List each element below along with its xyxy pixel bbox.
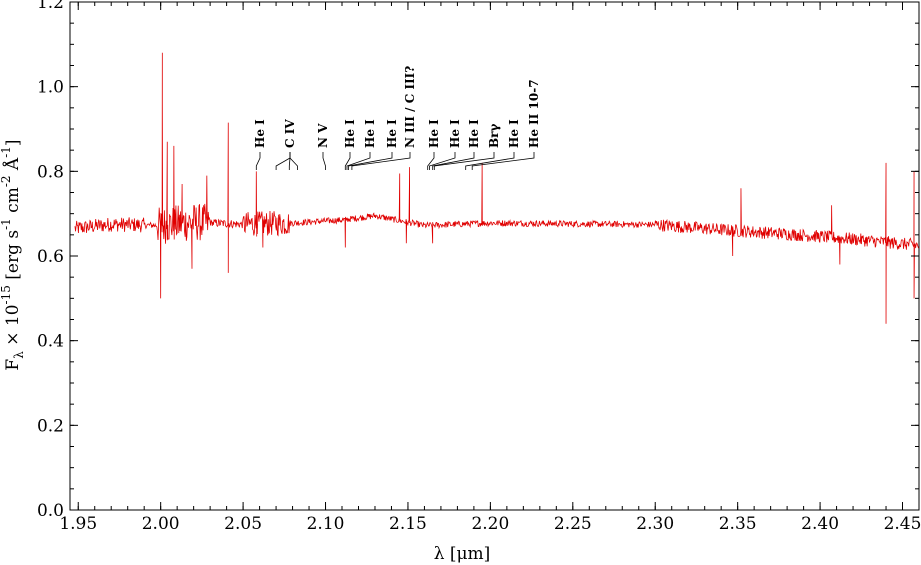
y-title-exp-a: -1 bbox=[0, 218, 13, 230]
x-tick-label: 2.10 bbox=[307, 514, 345, 534]
line-id-connector bbox=[351, 152, 411, 170]
line-id-connector bbox=[255, 152, 261, 170]
line-id-10: Brγ bbox=[433, 124, 501, 170]
y-tick-label: 0.8 bbox=[37, 162, 64, 182]
line-id-4: He I bbox=[346, 119, 377, 170]
y-title-exp-c: -1 bbox=[0, 146, 13, 158]
y-tick-label: 0.0 bbox=[37, 501, 64, 521]
line-id-2: N V bbox=[316, 123, 330, 170]
x-tick-label: 2.00 bbox=[142, 514, 180, 534]
line-id-connector bbox=[344, 152, 351, 170]
line-id-label: Brγ bbox=[487, 124, 501, 148]
line-id-label: He I bbox=[507, 119, 521, 148]
x-tick-label: 2.20 bbox=[471, 514, 509, 534]
line-id-connector bbox=[289, 152, 298, 170]
line-id-7: He I bbox=[427, 119, 441, 170]
line-id-12: He II 10-7 bbox=[471, 79, 541, 170]
x-axis-title: λ [μm] bbox=[434, 544, 491, 564]
line-id-5: He I bbox=[348, 119, 399, 170]
line-id-label: He I bbox=[448, 119, 462, 148]
y-title-units-a: [erg s bbox=[3, 230, 23, 285]
line-id-connector bbox=[348, 152, 393, 170]
line-id-connector bbox=[346, 152, 371, 170]
line-id-label: He I bbox=[467, 119, 481, 148]
y-title-units-b: cm bbox=[3, 187, 23, 218]
x-axis-ticks: 1.95 2.00 2.05 2.10 2.15 2.20 2.25 2.30 2.35 2.40… bbox=[59, 2, 921, 534]
line-id-label: He II 10-7 bbox=[527, 79, 541, 148]
x-tick-label: 2.40 bbox=[801, 514, 839, 534]
y-title-exp: -15 bbox=[0, 285, 13, 304]
line-id-label: He I bbox=[385, 119, 399, 148]
line-id-connector bbox=[429, 152, 456, 170]
y-title-prefix: F bbox=[3, 359, 23, 371]
spectrum-series-0 bbox=[74, 52, 919, 324]
y-tick-label: 1.0 bbox=[37, 78, 64, 98]
line-id-6: N III / C III? bbox=[351, 66, 417, 170]
line-id-connector bbox=[275, 152, 291, 170]
line-id-connector bbox=[433, 152, 495, 170]
x-tick-label: 2.45 bbox=[884, 514, 921, 534]
y-axis-title: Fλ × 10-15 [erg s-1 cm-2 Å-1] bbox=[0, 139, 26, 370]
plot-border bbox=[69, 1, 920, 511]
line-id-connector bbox=[465, 152, 515, 170]
line-id-label: He I bbox=[363, 119, 377, 148]
line-id-11: He I bbox=[465, 119, 521, 170]
y-tick-label: 0.2 bbox=[37, 416, 64, 436]
line-id-connector bbox=[322, 152, 326, 170]
line-id-3: He I bbox=[343, 119, 357, 170]
x-tick-label: 2.25 bbox=[554, 514, 592, 534]
spectrum-layer bbox=[74, 52, 919, 324]
y-tick-label: 0.4 bbox=[37, 332, 64, 352]
line-id-connector bbox=[471, 152, 535, 170]
line-id-label: N III / C III? bbox=[403, 66, 417, 148]
line-id-label: He I bbox=[427, 119, 441, 148]
line-id-8: He I bbox=[429, 119, 462, 170]
line-id-0: He I bbox=[253, 119, 267, 170]
line-id-1: C IV bbox=[275, 119, 298, 170]
y-tick-label: 0.6 bbox=[37, 247, 64, 267]
plot-frame bbox=[69, 1, 920, 511]
line-id-connector bbox=[432, 152, 475, 170]
line-id-connector bbox=[427, 152, 435, 170]
line-id-9: He I bbox=[432, 119, 481, 170]
y-tick-label: 1.2 bbox=[37, 0, 64, 13]
y-title-sub: λ bbox=[12, 351, 26, 359]
y-title-units-d: ] bbox=[3, 139, 23, 146]
line-id-label: N V bbox=[316, 123, 330, 148]
line-id-label: He I bbox=[253, 119, 267, 148]
y-title-times: × 10 bbox=[3, 304, 23, 351]
x-tick-label: 2.15 bbox=[389, 514, 427, 534]
y-title-units-c: Å bbox=[2, 157, 23, 175]
line-id-label: He I bbox=[343, 119, 357, 148]
line-id-label: C IV bbox=[283, 119, 297, 148]
line-identifications: He I C IV N V He I He I He I N III / C III? He … bbox=[253, 66, 541, 170]
x-tick-label: 2.35 bbox=[719, 514, 757, 534]
x-tick-label: 1.95 bbox=[59, 514, 97, 534]
x-tick-label: 2.05 bbox=[224, 514, 262, 534]
y-title-exp-b: -2 bbox=[0, 175, 13, 187]
x-tick-label: 2.30 bbox=[636, 514, 674, 534]
y-axis-ticks: 0.0 0.2 0.4 0.6 0.8 1.0 1.2 bbox=[37, 0, 919, 521]
